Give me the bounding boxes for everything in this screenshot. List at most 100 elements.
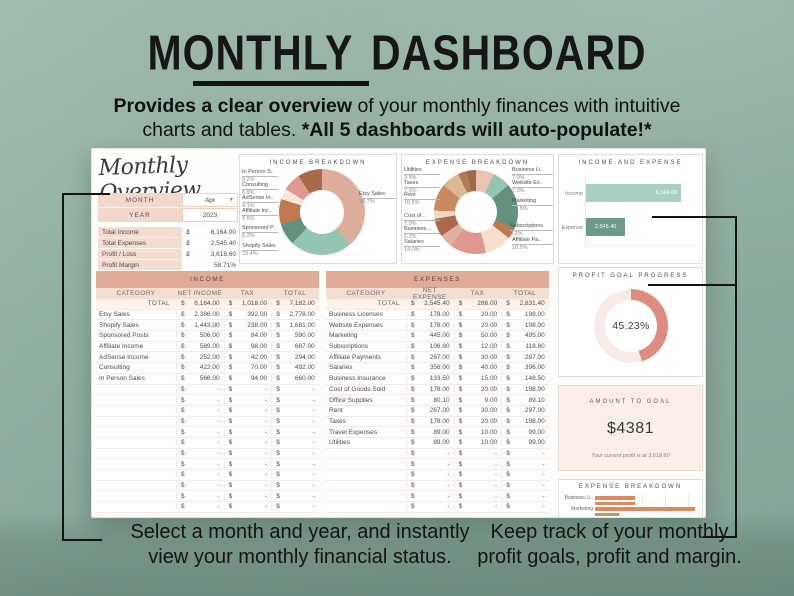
table-row[interactable]: $ - $ - $ - <box>96 470 319 481</box>
mini-bar-row: Marketing <box>563 506 696 512</box>
table-row[interactable]: $ - $ - $ - <box>326 470 549 481</box>
month-row: MONTH Apr ▼ <box>98 193 240 207</box>
table-cell: $198.00 <box>501 321 549 329</box>
table-cell: $ - <box>453 460 502 468</box>
table-cell: $590.00 <box>271 332 319 340</box>
table-row[interactable]: Affiliate Income $589.00 $98.00 $687.00 <box>96 342 319 353</box>
table-row[interactable]: $ - $ - $ - <box>326 481 549 492</box>
income-bar: 6,164.00 <box>586 184 682 202</box>
summary-panel: Total Income $6,164.00 Total Expenses $2… <box>98 227 240 271</box>
month-year-selector: MONTH Apr ▼ YEAR 2023 <box>98 193 240 223</box>
table-row[interactable]: $ - $ - $ - <box>96 491 319 503</box>
table-row[interactable]: $ - $ - $ - <box>96 438 319 449</box>
table-row[interactable]: $ - $ - $ - <box>96 385 319 396</box>
table-cell: $ - <box>271 407 319 415</box>
table-row[interactable]: Salaries $356.00 $40.00 $396.00 <box>326 363 549 374</box>
category-cell: Travel Expenses <box>329 428 378 436</box>
donut-callout: Affiliate Pa.. 10.5% <box>512 237 553 251</box>
table-row[interactable]: $ - $ - $ - <box>96 417 319 428</box>
table-cell: $198.00 <box>501 311 549 319</box>
table-cell: $ - <box>223 428 272 436</box>
table-row[interactable]: $ - $ - $ - <box>326 459 549 470</box>
expense-bar: 2,545.40 <box>586 218 626 236</box>
table-row[interactable]: $ - $ - $ - <box>326 491 549 503</box>
table-row[interactable]: AdSense Income $252.00 $42.00 $294.00 <box>96 352 319 364</box>
table-cell: $133.50 <box>406 375 454 383</box>
table-cell: $ - <box>223 471 272 479</box>
table-row[interactable]: $ - $ - $ - <box>326 502 549 513</box>
table-cell: $ - <box>271 385 319 393</box>
mini-bar-rows: Business Li.. Marketing <box>563 495 696 517</box>
table-row[interactable]: TOTAL $2,545.40 $286.00 $2,831.40 <box>326 299 549 310</box>
table-cell: $178.00 <box>406 311 454 319</box>
table-row[interactable]: $ - $ - $ - <box>96 502 319 513</box>
table-row[interactable]: Business Licenses $178.00 $20.00 $198.00 <box>326 310 549 321</box>
callout-name: Consulting <box>242 182 278 190</box>
dropdown-arrow-icon[interactable]: ▼ <box>229 197 234 203</box>
summary-value: 3,618.60 <box>210 250 236 258</box>
subtitle-bold-2: *All 5 dashboards will auto-populate!* <box>301 119 652 141</box>
table-cell: $9.00 <box>453 396 502 404</box>
table-row[interactable]: Subscriptions $106.80 $12.00 $118.80 <box>326 342 549 353</box>
table-cell: $506.00 <box>176 332 224 340</box>
subtitle-rest-1: of your monthly finances with intuitive <box>352 95 681 117</box>
summary-label: Total Expenses <box>98 238 182 248</box>
expense-breakdown-card: EXPENSE BREAKDOWN Utilities 3.5% Taxes 7.0… <box>401 154 554 264</box>
callout-pct: 7.0% <box>512 187 525 194</box>
table-cell: $ - <box>271 471 319 479</box>
table-row[interactable]: $ - $ - $ - <box>96 449 319 460</box>
table-row[interactable]: $ - $ - $ - <box>96 406 319 417</box>
callout-pct: 9.6% <box>242 215 255 222</box>
mini-bar <box>595 501 635 505</box>
callout-name: Shopify Sales <box>242 243 278 251</box>
year-dropdown[interactable]: 2023 <box>182 208 238 222</box>
table-row[interactable]: Marketing $445.00 $50.00 $495.00 <box>326 331 549 342</box>
table-row[interactable]: $ - $ - $ - <box>96 395 319 406</box>
expense-breakdown-title: EXPENSE BREAKDOWN <box>425 160 530 166</box>
table-row[interactable]: Business Insurance $133.50 $15.00 $148.50 <box>326 374 549 385</box>
table-cell: $495.00 <box>501 332 549 340</box>
summary-label: Total Income <box>98 227 182 237</box>
month-label: MONTH <box>98 193 182 207</box>
table-row[interactable]: Sponsored Posts $506.00 $84.00 $590.00 <box>96 331 319 342</box>
table-row[interactable]: Taxes $178.00 $20.00 $198.00 <box>326 417 549 428</box>
table-row[interactable]: Rent $267.00 $30.00 $297.00 <box>326 406 549 417</box>
table-row[interactable]: Shopify Sales $1,443.00 $238.00 $1,681.00 <box>96 320 319 332</box>
column-header: NET INCOME <box>177 290 223 297</box>
table-cell: $ - <box>176 471 224 479</box>
table-row[interactable]: Affiliate Payments $267.00 $30.00 $297.00 <box>326 352 549 364</box>
table-cell: $20.00 <box>453 385 502 393</box>
table-cell: $297.00 <box>501 407 549 415</box>
table-cell: $356.00 <box>406 364 454 372</box>
table-row[interactable]: Etsy Sales $2,386.00 $392.00 $2,778.00 <box>96 310 319 321</box>
table-row[interactable]: TOTAL $6,164.00 $1,018.00 $7,182.00 <box>96 299 319 310</box>
caption-left-line-2: view your monthly financial status. <box>148 546 452 568</box>
caption-right-line-1: Keep track of your monthly <box>490 521 729 543</box>
table-cell: $ - <box>271 482 319 490</box>
table-cell: $30.00 <box>453 407 502 415</box>
gridline <box>619 494 620 517</box>
category-cell: TOTAL <box>377 300 400 308</box>
summary-row: Profit Margin 58.71% <box>98 260 240 270</box>
table-row[interactable]: Consulting $422.00 $70.00 $492.00 <box>96 363 319 374</box>
table-cell: $2,831.40 <box>501 300 549 308</box>
table-row[interactable]: $ - $ - $ - <box>96 481 319 492</box>
table-cell: $ - <box>501 460 549 468</box>
table-row[interactable]: Website Expenses $178.00 $20.00 $198.00 <box>326 320 549 332</box>
income-table-title: INCOME <box>96 271 319 288</box>
donut-callout: In Person S.. 9.2% <box>242 169 278 183</box>
table-cell: $2,778.00 <box>271 311 319 319</box>
month-dropdown[interactable]: Apr ▼ <box>182 193 238 207</box>
table-row[interactable]: $ - $ - $ - <box>96 459 319 470</box>
table-row[interactable]: Cost of Goods Sold $178.00 $20.00 $198.00 <box>326 385 549 396</box>
donut-callout: Consulting 6.9% <box>242 182 278 196</box>
table-row[interactable]: Utilities $89.00 $10.00 $99.00 <box>326 438 549 449</box>
table-row[interactable]: $ - $ - $ - <box>326 449 549 460</box>
table-row[interactable]: $ - $ - $ - <box>96 427 319 438</box>
subtitle-rest-2: charts and tables. <box>142 119 302 141</box>
table-cell: $ - <box>271 396 319 404</box>
table-row[interactable]: Office Supplies $80.10 $9.00 $89.10 <box>326 395 549 406</box>
table-row[interactable]: Travel Expenses $89.00 $10.00 $99.00 <box>326 427 549 438</box>
month-value: Apr <box>204 196 216 204</box>
table-row[interactable]: In Person Sales $566.00 $94.00 $660.00 <box>96 374 319 385</box>
